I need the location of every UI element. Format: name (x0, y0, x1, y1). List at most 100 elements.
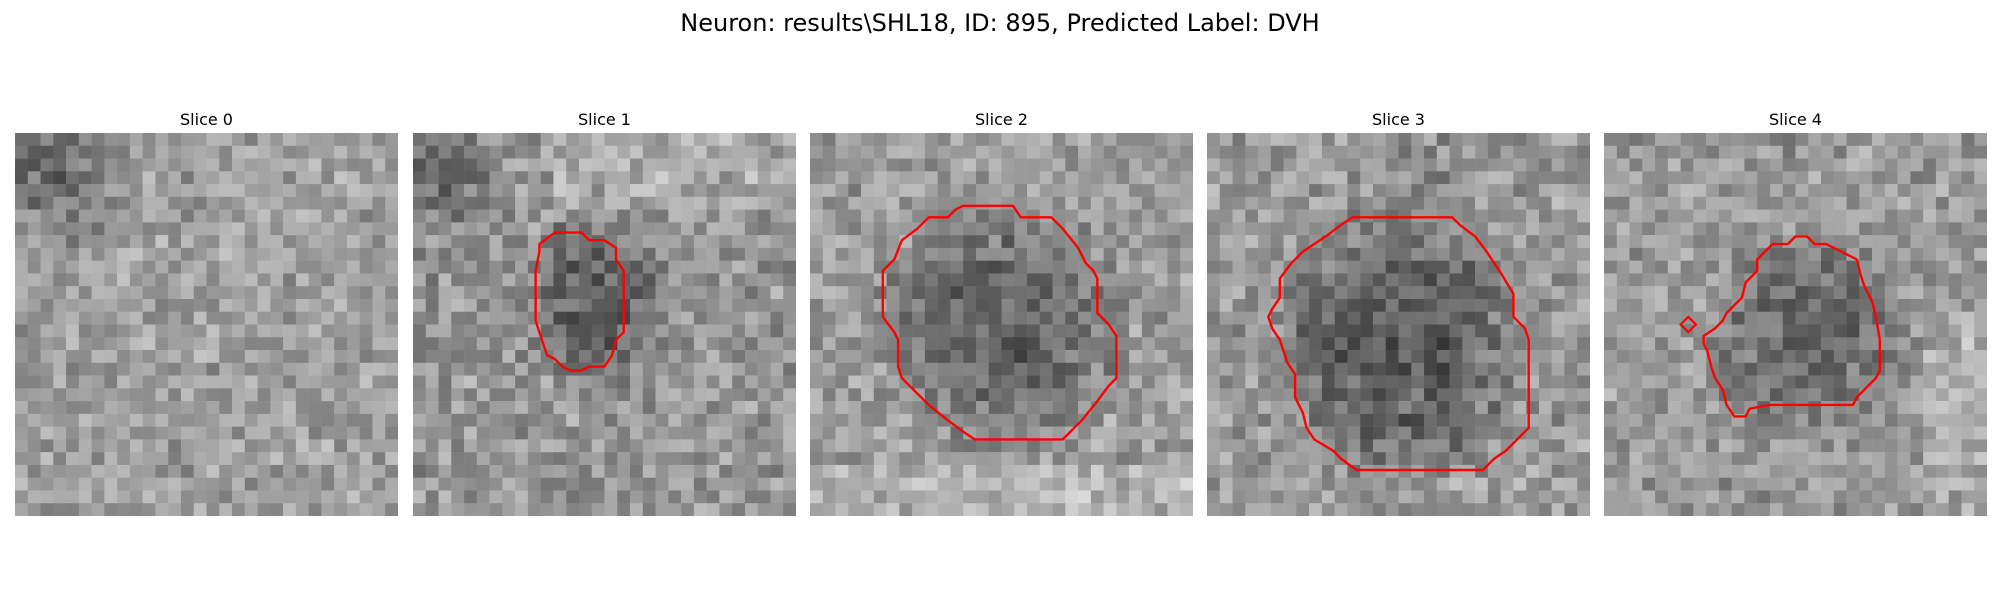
slice-pixel (1296, 145, 1310, 159)
slice-pixel (155, 133, 169, 147)
slice-pixel (655, 452, 669, 466)
slice-pixel (168, 375, 182, 389)
slice-pixel (950, 247, 964, 261)
slice-pixel (1167, 413, 1181, 427)
slice-pixel (1424, 375, 1438, 389)
slice-pixel (1116, 209, 1130, 223)
slice-pixel (924, 273, 938, 287)
slice-pixel (1551, 337, 1565, 351)
slice-pixel (295, 324, 309, 338)
slice-pixel (770, 464, 784, 478)
slice-pixel (451, 324, 465, 338)
slice-pixel (1769, 401, 1783, 415)
slice-pixel (1141, 133, 1155, 147)
slice-pixel (1744, 222, 1758, 236)
slice-pixel (1449, 260, 1463, 274)
slice-pixel (1910, 196, 1924, 210)
slice-pixel (719, 273, 733, 287)
slice-pixel (1309, 196, 1323, 210)
slice-pixel (104, 401, 118, 415)
slice-pixel (1757, 388, 1771, 402)
slice-pixel (155, 452, 169, 466)
slice-pixel (604, 222, 618, 236)
slice-pixel (1757, 171, 1771, 185)
slice-pixel (1090, 490, 1104, 504)
slice-pixel (489, 452, 503, 466)
slice-pixel (385, 260, 398, 274)
slice-pixel (1411, 235, 1425, 249)
slice-pixel (104, 388, 118, 402)
slice-pixel (40, 490, 54, 504)
slice-pixel (1833, 324, 1847, 338)
slice-pixel (861, 401, 875, 415)
slice-pixel (295, 490, 309, 504)
slice-pixel (553, 298, 567, 312)
slice-pixel (1961, 477, 1975, 491)
slice-pixel (168, 209, 182, 223)
slice-pixel (1706, 196, 1720, 210)
slice-pixel (886, 184, 900, 198)
slice-pixel (1604, 260, 1618, 274)
slice-pixel (693, 196, 707, 210)
slice-pixel (1884, 413, 1898, 427)
slice-pixel (270, 273, 284, 287)
slice-pixel (346, 222, 360, 236)
slice-pixel (1961, 350, 1975, 364)
slice-pixel (1014, 184, 1028, 198)
slice-pixel (15, 401, 29, 415)
slice-pixel (822, 298, 836, 312)
slice-pixel (1334, 426, 1348, 440)
slice-pixel (617, 413, 631, 427)
slice-pixel (553, 273, 567, 287)
slice-pixel (451, 235, 465, 249)
slice-pixel (464, 477, 478, 491)
slice-pixel (180, 413, 194, 427)
slice-pixel (566, 260, 580, 274)
slice-pixel (770, 260, 784, 274)
slice-pixel (1642, 375, 1656, 389)
slice-pixel (372, 145, 386, 159)
slice-pixel (668, 273, 682, 287)
slice-pixel (1833, 375, 1847, 389)
slice-pixel (1436, 298, 1450, 312)
slice-pixel (1833, 464, 1847, 478)
slice-pixel (861, 247, 875, 261)
slice-pixel (1052, 362, 1066, 376)
slice-pixel (78, 426, 92, 440)
slice-pixel (848, 286, 862, 300)
slice-pixel (937, 235, 951, 249)
slice-pixel (1334, 324, 1348, 338)
slice-pixel (1923, 247, 1937, 261)
slice-pixel (142, 324, 156, 338)
slice-pixel (540, 184, 554, 198)
slice-pixel (1731, 273, 1745, 287)
slice-pixel (66, 490, 80, 504)
slice-pixel (1462, 222, 1476, 236)
slice-pixel (168, 222, 182, 236)
slice-pixel (385, 209, 398, 223)
slice-pixel (502, 490, 516, 504)
slice-pixel (1706, 286, 1720, 300)
slice-pixel (924, 350, 938, 364)
slice-pixel (1129, 490, 1143, 504)
slice-pixel (1027, 464, 1041, 478)
slice-pixel (206, 464, 220, 478)
slice-pixel (91, 401, 105, 415)
slice-pixel (1577, 477, 1590, 491)
slice-pixel (783, 388, 796, 402)
slice-pixel (655, 298, 669, 312)
slice-pixel (1577, 413, 1590, 427)
slice-pixel (308, 324, 322, 338)
slice-pixel (1398, 273, 1412, 287)
slice-pixel (1538, 298, 1552, 312)
slice-pixel (295, 464, 309, 478)
slice-pixel (321, 286, 335, 300)
slice-pixel (1283, 426, 1297, 440)
slice-pixel (848, 145, 862, 159)
slice-pixel (91, 196, 105, 210)
slice-pixel (1245, 260, 1259, 274)
slice-pixel (732, 490, 746, 504)
slice-pixel (1411, 426, 1425, 440)
slice-pixel (1065, 477, 1079, 491)
slice-pixel (515, 158, 529, 172)
